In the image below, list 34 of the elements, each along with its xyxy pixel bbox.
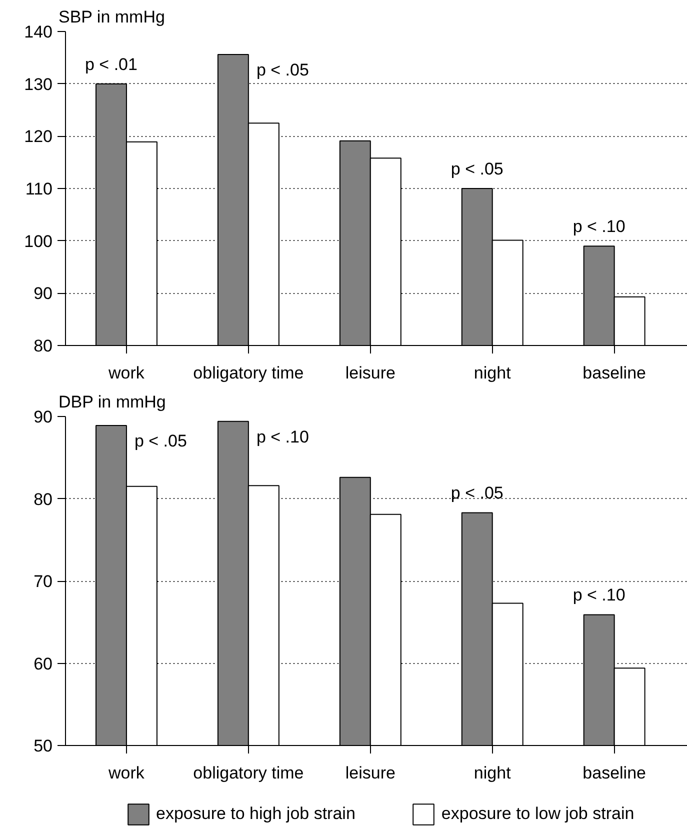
x-tick-label: night — [474, 764, 512, 782]
y-tick-label: 50 — [34, 736, 53, 756]
x-tick-label: leisure — [345, 364, 396, 382]
annotation: p < .05 — [450, 160, 504, 178]
x-tick-label: work — [108, 364, 145, 382]
y-tick-label: 140 — [24, 22, 53, 42]
x-tick-label: baseline — [582, 764, 646, 782]
annotation: p < .05 — [256, 60, 309, 80]
x-tick-label: leisure — [345, 764, 396, 782]
y-tick-label: 80 — [34, 336, 53, 356]
x-tick-label: baseline — [582, 364, 646, 382]
y-tick-label: 60 — [34, 654, 53, 674]
x-tick-label: work — [108, 764, 145, 782]
y-axis-title: SBP in mmHg — [58, 8, 165, 26]
annotation: p < .01 — [85, 54, 138, 74]
y-tick-label: 90 — [34, 284, 53, 304]
y-tick-label: 80 — [34, 490, 53, 509]
legend-label: exposure to low job strain — [441, 803, 634, 825]
y-tick-label: 130 — [24, 74, 53, 94]
y-axis-title: DBP in mmHg — [58, 392, 166, 412]
x-tick-label: obligatory time — [193, 364, 304, 382]
annotation: p < .05 — [134, 432, 187, 451]
y-tick-label: 110 — [25, 180, 53, 198]
annotation: p < .10 — [256, 427, 309, 446]
x-tick-label: obligatory time — [193, 764, 304, 782]
annotation: p < .10 — [572, 586, 626, 605]
x-tick-label: night — [474, 364, 512, 382]
legend-label: exposure to high job strain — [156, 803, 356, 825]
annotation: p < .05 — [450, 484, 504, 503]
y-tick-label: 100 — [24, 232, 53, 251]
annotation: p < .10 — [572, 217, 626, 236]
y-tick-label: 70 — [34, 572, 53, 591]
y-tick-label: 120 — [24, 127, 53, 146]
y-tick-label: 90 — [34, 408, 53, 426]
